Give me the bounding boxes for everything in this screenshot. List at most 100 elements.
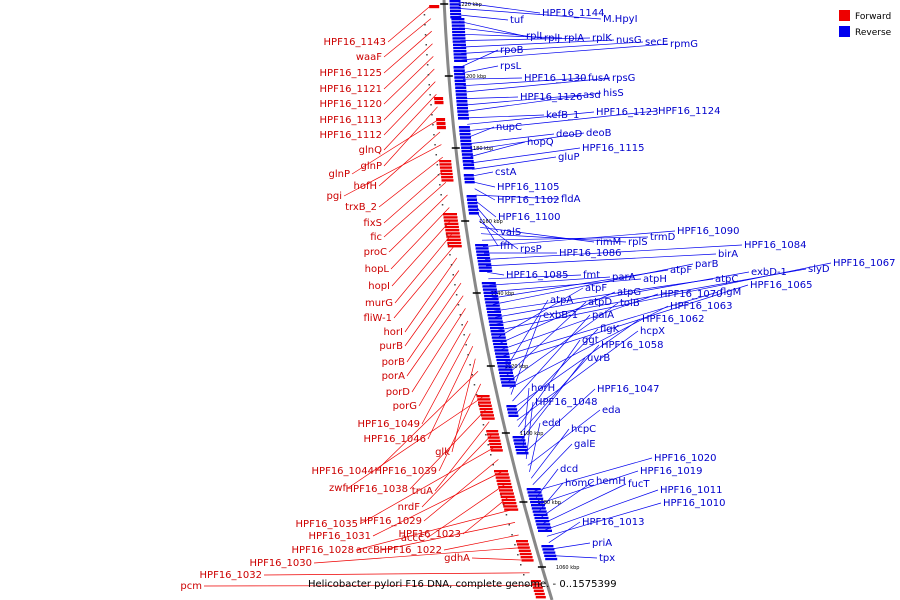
- minor-tick: [429, 94, 431, 96]
- forward-feature: [487, 436, 500, 439]
- callout-line-forward: [387, 5, 431, 43]
- gene-label-reverse-hpf16-1126: HPF16_1126: [520, 92, 582, 103]
- gene-label-reverse-hpf16-1010: HPF16_1010: [663, 498, 725, 509]
- reverse-feature: [456, 103, 468, 106]
- forward-feature: [479, 407, 493, 411]
- reverse-feature: [450, 16, 462, 19]
- gene-label-reverse-sece: secE: [645, 37, 668, 48]
- callout-line-forward: [393, 245, 456, 319]
- reverse-feature: [462, 160, 474, 163]
- callout-line-reverse: [495, 271, 750, 318]
- callout-line-reverse: [467, 110, 657, 132]
- gene-label-forward-hopi: hopI: [368, 281, 390, 292]
- gene-label-forward-hpf16-1113: HPF16_1113: [320, 115, 382, 126]
- gene-label-reverse-flgk: flgK: [600, 324, 620, 335]
- gene-label-forward-hpf16-1032: HPF16_1032: [200, 570, 262, 581]
- gene-label-reverse-nusg: nusG: [616, 35, 642, 46]
- reverse-feature: [507, 411, 518, 414]
- minor-tick: [427, 74, 430, 76]
- forward-feature: [440, 172, 453, 176]
- reverse-feature: [478, 263, 492, 266]
- callout-line-reverse: [501, 293, 659, 350]
- gene-label-reverse-hiss: hisS: [603, 88, 624, 99]
- gene-label-reverse-bira: birA: [718, 249, 738, 260]
- callout-line-forward: [388, 194, 448, 253]
- callout-line-reverse: [469, 132, 585, 151]
- scale-tick-label: 1100 kbp: [520, 431, 544, 437]
- gene-label-reverse-hpf16-1020: HPF16_1020: [654, 453, 716, 464]
- forward-feature: [530, 580, 541, 583]
- forward-feature: [490, 446, 502, 449]
- minor-tick: [475, 394, 478, 396]
- callout-line-reverse: [487, 271, 505, 276]
- reverse-feature: [464, 180, 475, 184]
- callout-line-forward: [404, 270, 460, 347]
- gene-label-reverse-rpsp: rpsP: [520, 244, 542, 255]
- reverse-feature: [490, 330, 505, 333]
- gene-label-forward-trxb-2: trxB_2: [345, 202, 377, 213]
- reverse-feature: [455, 93, 467, 96]
- forward-feature: [444, 225, 459, 229]
- callout-line-reverse: [498, 287, 584, 338]
- minor-tick: [490, 454, 492, 456]
- reverse-feature: [481, 282, 496, 285]
- callout-line-reverse: [510, 314, 542, 395]
- reverse-feature: [466, 195, 477, 198]
- gene-label-reverse-vals: valS: [500, 227, 521, 238]
- callout-line-reverse: [459, 33, 563, 39]
- callout-line-forward: [462, 496, 509, 535]
- forward-feature: [439, 163, 452, 166]
- callout-line-reverse: [462, 65, 499, 74]
- gene-label-reverse-atpc: atpC: [715, 274, 738, 285]
- reverse-feature: [459, 129, 471, 132]
- reverse-feature: [449, 3, 461, 6]
- gene-label-forward-pora: porA: [382, 371, 406, 382]
- reverse-feature: [453, 69, 465, 72]
- minor-tick: [454, 284, 456, 286]
- reverse-feature: [508, 414, 519, 417]
- callout-line-reverse: [519, 344, 600, 434]
- reverse-feature: [462, 156, 474, 160]
- callout-line-reverse: [459, 27, 543, 39]
- callout-line-reverse: [463, 77, 587, 87]
- gene-label-reverse-rpob: rpoB: [500, 45, 524, 56]
- reverse-feature: [494, 349, 509, 352]
- gene-label-forward-hpf16-1028: HPF16_1028: [292, 545, 354, 556]
- reverse-feature: [463, 163, 475, 166]
- minor-tick: [455, 294, 458, 296]
- reverse-feature: [531, 507, 546, 510]
- reverse-feature: [457, 110, 469, 113]
- reverse-feature: [476, 253, 490, 256]
- callout-line-reverse: [497, 262, 832, 331]
- reverse-feature: [468, 208, 479, 212]
- callout-line-reverse: [489, 276, 611, 286]
- callout-line-forward: [426, 484, 505, 539]
- callout-line-forward: [438, 383, 482, 472]
- callout-line-forward: [343, 144, 442, 197]
- gene-label-reverse-rpla: rplA: [564, 33, 584, 44]
- reverse-feature: [449, 6, 461, 9]
- gene-label-reverse-asd: asd: [583, 90, 601, 101]
- minor-tick: [523, 574, 525, 576]
- callout-line-reverse: [468, 126, 495, 138]
- gene-label-reverse-uvrb: uvrB: [587, 353, 610, 364]
- gene-label-reverse-hcpc: hcpC: [571, 424, 596, 435]
- callout-line-reverse: [548, 521, 581, 543]
- forward-feature: [497, 482, 512, 486]
- reverse-feature: [453, 53, 467, 56]
- gene-label-reverse-hpf16-1062: HPF16_1062: [642, 314, 704, 325]
- reverse-feature: [452, 37, 466, 40]
- reverse-feature: [454, 79, 466, 83]
- reverse-feature: [461, 146, 473, 149]
- forward-feature: [501, 498, 516, 502]
- forward-feature: [534, 592, 545, 596]
- reverse-feature: [457, 106, 468, 110]
- gene-label-reverse-hpf16-1048: HPF16_1048: [535, 397, 597, 408]
- callout-line-forward: [351, 119, 439, 175]
- gene-label-reverse-atpf: atpF: [670, 265, 692, 276]
- minor-tick: [440, 194, 442, 196]
- reverse-feature: [496, 358, 511, 362]
- gene-label-forward-purb: purB: [379, 341, 403, 352]
- reverse-feature: [513, 439, 526, 442]
- gene-label-reverse-rpsl: rpsL: [500, 61, 522, 72]
